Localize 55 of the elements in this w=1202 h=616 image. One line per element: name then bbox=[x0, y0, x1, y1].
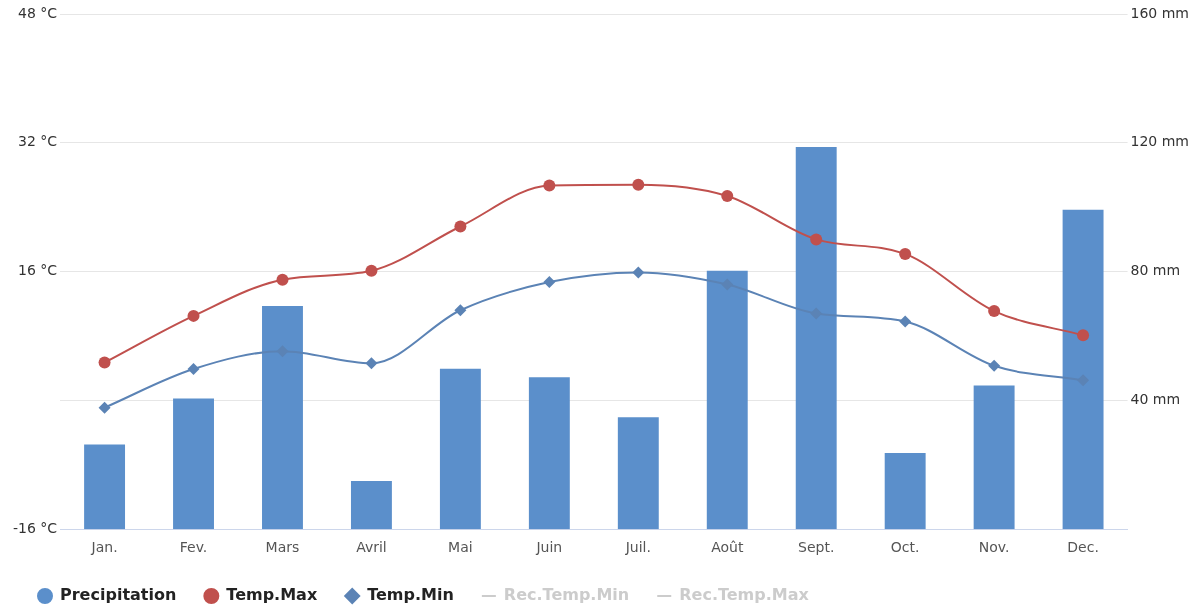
point bbox=[543, 276, 556, 289]
point bbox=[988, 305, 1001, 318]
x-tick-label: Août bbox=[711, 539, 744, 556]
x-tick-label: Nov. bbox=[978, 539, 1010, 556]
x-tick-label: Sept. bbox=[798, 539, 835, 556]
x-tick-label: Dec. bbox=[1067, 539, 1099, 556]
x-tick-label: Oct. bbox=[890, 539, 920, 556]
y-tick-label: -16 °C bbox=[13, 519, 58, 536]
point bbox=[899, 315, 912, 328]
point bbox=[98, 356, 111, 369]
point bbox=[187, 309, 200, 322]
point bbox=[1077, 329, 1090, 342]
y2-tick-label: 120 mm bbox=[1130, 133, 1190, 150]
point bbox=[365, 357, 378, 370]
y2-tick-label: 80 mm bbox=[1130, 262, 1181, 279]
bar bbox=[795, 146, 837, 530]
bar bbox=[1062, 209, 1104, 530]
point bbox=[632, 178, 645, 191]
y-tick-label: 16 °C bbox=[18, 262, 58, 279]
bar bbox=[173, 398, 214, 530]
x-tick-label: Juil. bbox=[624, 539, 651, 556]
point bbox=[543, 179, 556, 192]
x-tick-label: Juin bbox=[535, 539, 563, 556]
x-tick-label: Jan. bbox=[90, 539, 118, 556]
bar bbox=[617, 417, 659, 530]
x-tick-label: Fev. bbox=[179, 539, 208, 556]
bar bbox=[84, 444, 126, 530]
point bbox=[899, 247, 912, 260]
bar bbox=[973, 385, 1015, 530]
point bbox=[988, 359, 1001, 372]
x-tick-label: Avril bbox=[356, 539, 387, 556]
y-tick-label: 48 °C bbox=[18, 4, 58, 21]
x-tick-label: Mai bbox=[448, 539, 473, 556]
legend-label: Temp.Max bbox=[226, 585, 318, 605]
point bbox=[276, 273, 289, 286]
point bbox=[454, 304, 467, 317]
point bbox=[98, 401, 111, 414]
bar bbox=[350, 480, 392, 530]
point bbox=[810, 233, 823, 246]
y2-tick-label: 160 mm bbox=[1130, 4, 1190, 21]
point bbox=[187, 363, 200, 376]
bar bbox=[706, 270, 748, 530]
x-tick-label: Mars bbox=[265, 539, 300, 556]
point bbox=[721, 189, 734, 202]
legend-label: Precipitation bbox=[60, 585, 177, 605]
bar bbox=[439, 368, 481, 530]
legend-label: Temp.Min bbox=[367, 585, 454, 605]
y2-tick-label: 40 mm bbox=[1130, 391, 1181, 408]
bar bbox=[262, 306, 303, 530]
point bbox=[454, 220, 467, 233]
point bbox=[365, 264, 378, 277]
bar bbox=[884, 452, 926, 530]
y-tick-label: 32 °C bbox=[18, 133, 58, 150]
point bbox=[632, 266, 645, 279]
bar bbox=[528, 377, 570, 530]
